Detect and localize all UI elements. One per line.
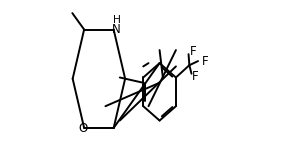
Text: O: O bbox=[79, 122, 88, 135]
Text: F: F bbox=[202, 55, 208, 68]
Text: H: H bbox=[113, 15, 121, 25]
Text: F: F bbox=[192, 70, 199, 83]
Text: F: F bbox=[190, 45, 197, 58]
Text: N: N bbox=[112, 23, 121, 36]
